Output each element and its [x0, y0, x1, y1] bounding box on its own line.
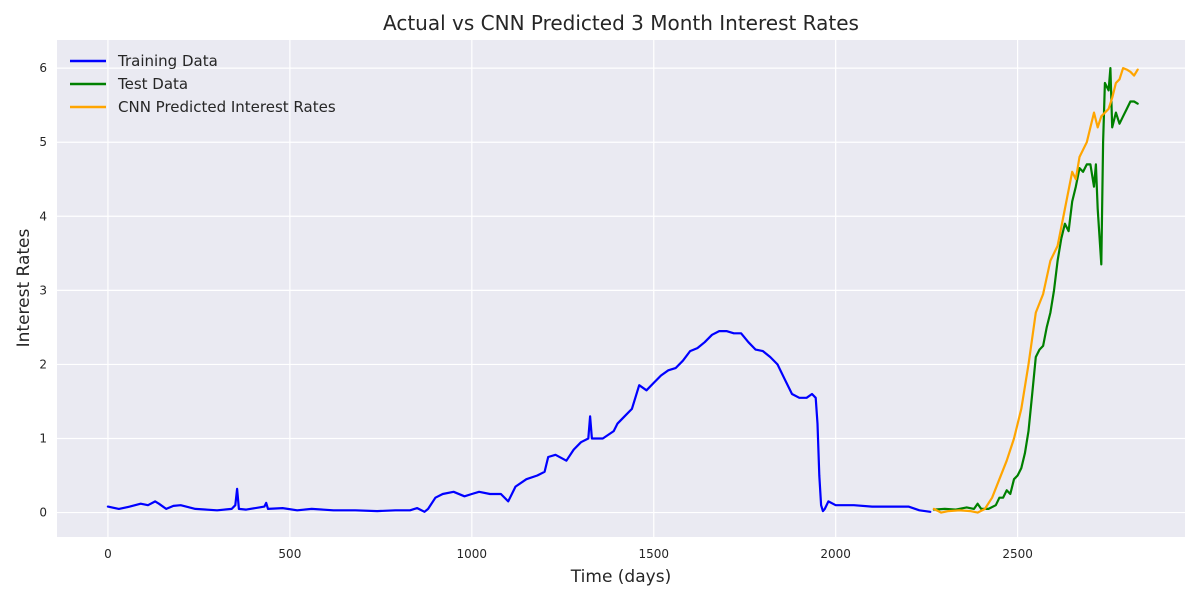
legend-label-training: Training Data	[117, 52, 218, 70]
y-tick-label: 1	[39, 431, 47, 445]
y-axis-label: Interest Rates	[14, 228, 34, 347]
series-line-training-data	[106, 330, 932, 513]
series-lines	[106, 67, 1139, 514]
series-line-test-data	[932, 67, 1139, 511]
x-tick-label: 1000	[457, 547, 488, 561]
legend-label-test: Test Data	[117, 75, 188, 93]
y-tick-label: 2	[39, 357, 47, 371]
grid-lines	[57, 40, 1185, 537]
legend: Training Data Test Data CNN Predicted In…	[70, 52, 336, 116]
series-line-cnn-predicted	[932, 67, 1139, 514]
x-tick-label: 500	[278, 547, 301, 561]
y-tick-label: 5	[39, 135, 47, 149]
y-tick-label: 3	[39, 283, 47, 297]
chart-title: Actual vs CNN Predicted 3 Month Interest…	[383, 11, 859, 35]
y-tick-label: 0	[39, 506, 47, 520]
y-tick-label: 4	[39, 209, 47, 223]
x-tick-label: 0	[104, 547, 112, 561]
x-axis-label: Time (days)	[570, 567, 671, 587]
plot-background	[57, 40, 1185, 537]
y-tick-label: 6	[39, 61, 47, 75]
tick-labels: 0 500 1000 1500 2000 2500 0 1 2 3 4 5 6	[39, 61, 1033, 561]
x-tick-label: 2500	[1002, 547, 1033, 561]
x-tick-label: 1500	[638, 547, 669, 561]
legend-label-predicted: CNN Predicted Interest Rates	[118, 98, 336, 116]
x-tick-label: 2000	[820, 547, 851, 561]
